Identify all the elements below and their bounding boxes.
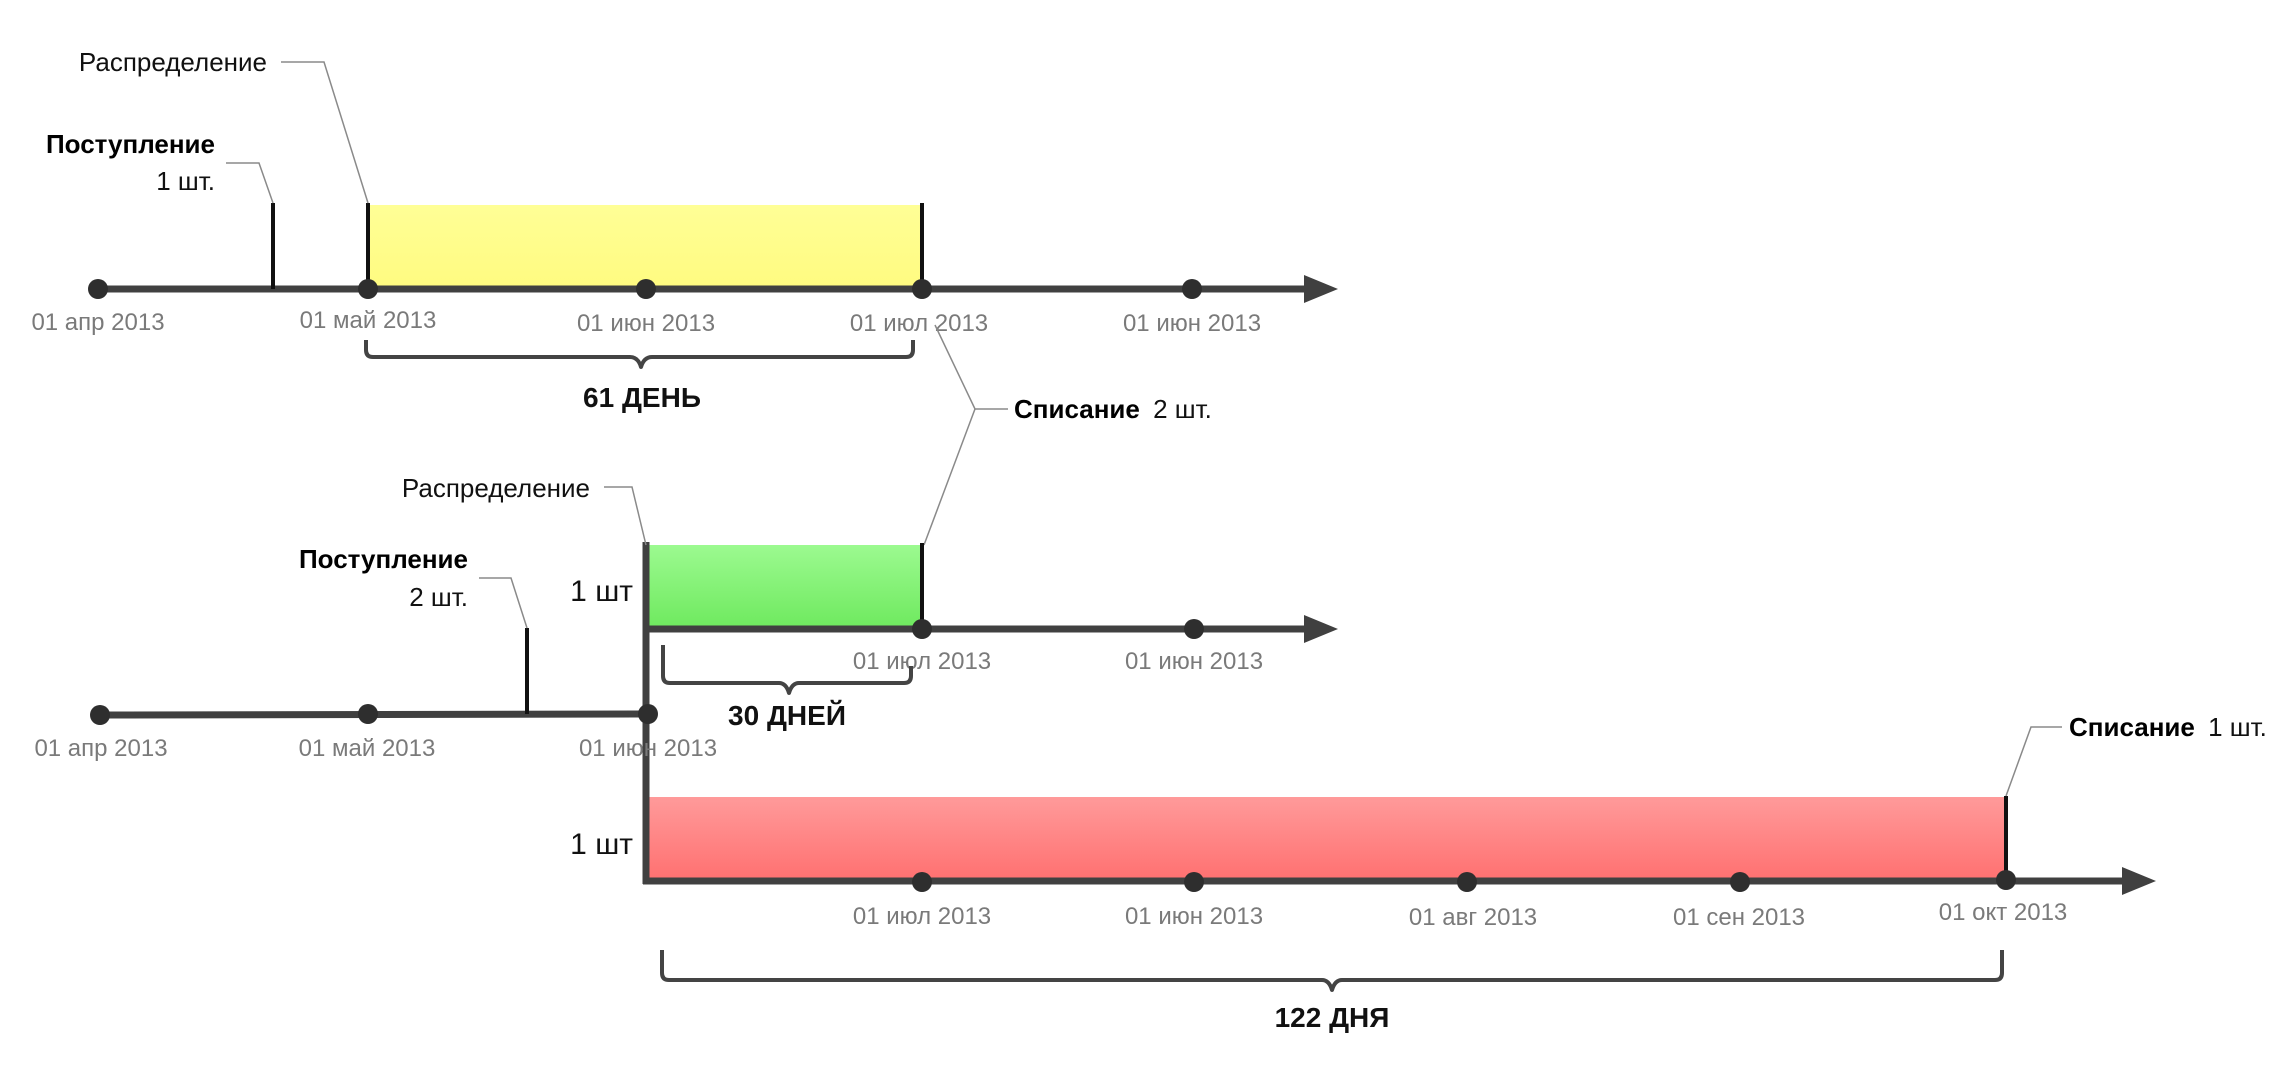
timeline-1-arrowhead — [1304, 275, 1338, 303]
green-branch-dot — [912, 619, 932, 639]
duration-red-brace — [660, 950, 2004, 992]
writeoff-1-leader-line-lower — [923, 408, 976, 546]
timeline-1-tick-label: 01 май 2013 — [300, 307, 437, 334]
red-branch-qty: 1 шт — [570, 828, 633, 861]
writeoff-1-leader-line-upper — [934, 324, 1008, 410]
receipt-1-leader-line — [226, 162, 274, 204]
timeline-1-tick-label: 01 июн 2013 — [577, 310, 715, 337]
red-branch-dot — [1996, 870, 2016, 890]
writeoff-1-title: Списание — [1014, 394, 1140, 424]
green-branch-qty: 1 шт — [570, 575, 633, 608]
timeline-2-tick-label: 01 июн 2013 — [579, 735, 717, 762]
timeline-2-dot — [90, 705, 110, 725]
writeoff-red-title: Списание — [2069, 712, 2195, 742]
green-branch-tick-label: 01 июл 2013 — [853, 648, 991, 675]
red-branch-dot — [1184, 872, 1204, 892]
distribution-1-leader-line — [281, 61, 369, 204]
writeoff-red-leader-line — [2005, 726, 2062, 797]
duration-red-label: 122 ДНЯ — [1275, 1002, 1390, 1033]
timeline-2-tick-label: 01 апр 2013 — [34, 735, 167, 762]
receipt-2-qty: 2 шт. — [409, 582, 468, 612]
green-branch-dot — [1184, 619, 1204, 639]
duration-green-label: 30 ДНЕЙ — [728, 699, 846, 731]
green-branch-arrowhead — [1304, 615, 1338, 643]
writeoff-red-qty: 1 шт. — [2208, 712, 2267, 742]
receipt-1-title: Поступление — [46, 129, 215, 159]
distribution-1-label: Распределение — [79, 47, 267, 77]
duration-green-brace — [661, 645, 913, 695]
timeline-1-tick-label: 01 июн 2013 — [1123, 310, 1261, 337]
distribution-period-red — [646, 797, 2006, 881]
timeline-1-dot — [1182, 279, 1202, 299]
duration-1-label: 61 ДЕНЬ — [583, 382, 701, 413]
receipt-2-leader-line — [479, 577, 528, 629]
red-branch-dot — [912, 872, 932, 892]
receipt-2-title: Поступление — [299, 544, 468, 574]
timeline-1-dot — [912, 279, 932, 299]
timeline-1-dot — [358, 279, 378, 299]
timeline-2-dot — [638, 704, 658, 724]
red-branch-tick-label: 01 июл 2013 — [853, 903, 991, 930]
writeoff-1-qty: 2 шт. — [1153, 394, 1212, 424]
timeline-1-tick-label: 01 апр 2013 — [31, 309, 164, 336]
red-branch-arrowhead — [2122, 867, 2156, 895]
distribution-2-leader-line — [604, 486, 647, 546]
red-branch-dot — [1457, 872, 1477, 892]
timeline-2-dot — [358, 704, 378, 724]
green-branch-tick-label: 01 июн 2013 — [1125, 648, 1263, 675]
red-branch-tick-label: 01 сен 2013 — [1673, 904, 1805, 931]
distribution-2-label: Распределение — [402, 473, 590, 503]
red-branch-tick-label: 01 окт 2013 — [1939, 899, 2068, 926]
timeline-1-dot — [636, 279, 656, 299]
duration-1-brace — [364, 340, 915, 369]
red-branch-dot — [1730, 872, 1750, 892]
timeline-2-tick-label: 01 май 2013 — [299, 735, 436, 762]
timeline-1-dot — [88, 279, 108, 299]
red-branch-tick-label: 01 июн 2013 — [1125, 903, 1263, 930]
red-branch-tick-label: 01 авг 2013 — [1409, 904, 1537, 931]
writeoff-1-label: Списание 2 шт. — [1014, 394, 1212, 424]
receipt-1-qty: 1 шт. — [156, 166, 215, 196]
writeoff-red-label: Списание 1 шт. — [2069, 712, 2267, 742]
timeline-1-tick-label: 01 июл 2013 — [850, 310, 988, 337]
distribution-period-yellow — [368, 205, 924, 289]
distribution-period-green — [646, 545, 923, 629]
